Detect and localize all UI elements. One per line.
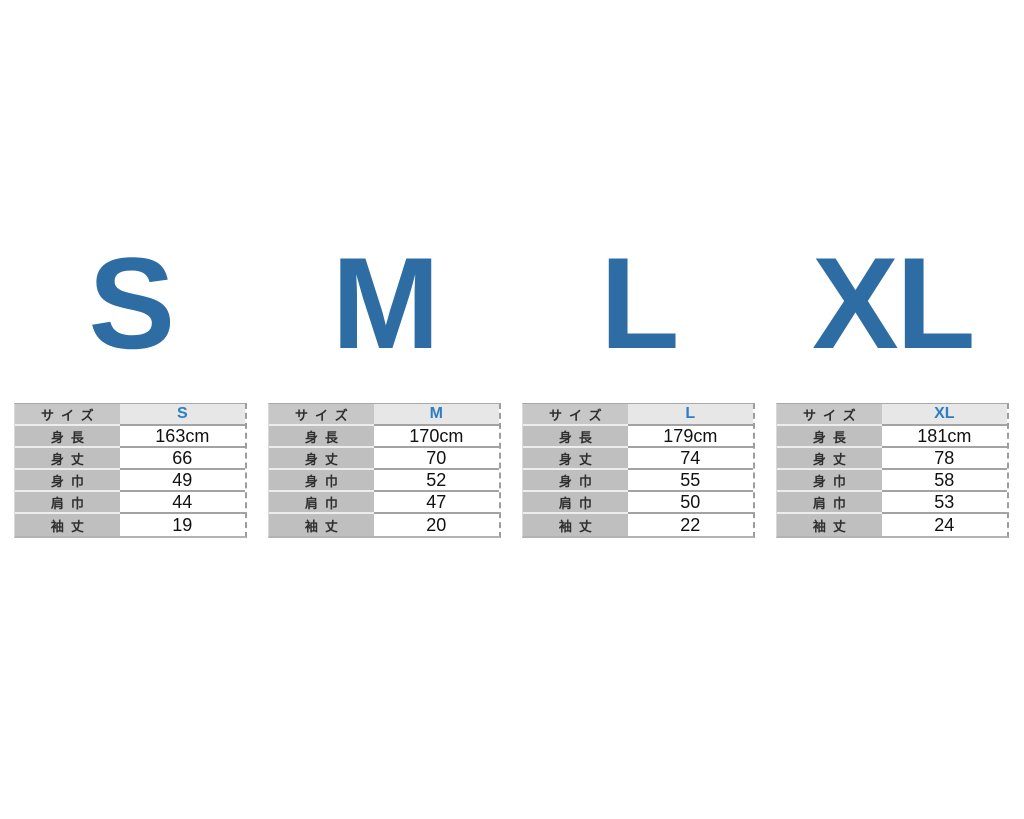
row-value-cell: 50: [627, 492, 753, 514]
row-value-cell: 66: [119, 448, 245, 470]
row-value-cell: 20: [373, 514, 499, 536]
row-value-cell: 24: [881, 514, 1007, 536]
table-row-sleeve-length: 袖丈 20: [269, 514, 499, 536]
row-label-cell: 肩巾: [523, 492, 628, 514]
size-table-xl: サイズ XL 身長 181cm 身丈 78 身巾 58 肩巾 53 袖丈 24: [776, 403, 1009, 538]
table-header-row: サイズ XL: [777, 404, 1007, 426]
size-header-value: L: [627, 404, 753, 426]
row-value-cell: 47: [373, 492, 499, 514]
row-label-cell: 身長: [15, 426, 120, 448]
row-label-cell: 身長: [777, 426, 882, 448]
big-letter-m: M: [331, 230, 440, 376]
table-row-body-length: 身丈 78: [777, 448, 1007, 470]
row-value-cell: 179cm: [627, 426, 753, 448]
size-header-value: M: [373, 404, 499, 426]
row-label-cell: 袖丈: [269, 514, 374, 536]
row-value-cell: 19: [119, 514, 245, 536]
size-header-value: XL: [881, 404, 1007, 426]
table-row-height: 身長 181cm: [777, 426, 1007, 448]
table-row-body-length: 身丈 66: [15, 448, 245, 470]
row-value-cell: 55: [627, 470, 753, 492]
size-column-xl: XL サイズ XL 身長 181cm 身丈 78 身巾 58 肩巾 53: [776, 228, 1009, 538]
size-column-s: S サイズ S 身長 163cm 身丈 66 身巾 49 肩巾 44: [14, 228, 247, 538]
table-row-shoulder-width: 肩巾 50: [523, 492, 753, 514]
row-value-cell: 52: [373, 470, 499, 492]
size-header-value: S: [119, 404, 245, 426]
table-row-body-width: 身巾 49: [15, 470, 245, 492]
row-label-cell: 身長: [269, 426, 374, 448]
row-value-cell: 22: [627, 514, 753, 536]
row-value-cell: 163cm: [119, 426, 245, 448]
row-label-cell: 身巾: [269, 470, 374, 492]
row-label-cell: 身長: [523, 426, 628, 448]
table-row-body-width: 身巾 58: [777, 470, 1007, 492]
size-column-l: L サイズ L 身長 179cm 身丈 74 身巾 55 肩巾 50: [522, 228, 755, 538]
row-value-cell: 78: [881, 448, 1007, 470]
table-row-body-width: 身巾 55: [523, 470, 753, 492]
size-table-m: サイズ M 身長 170cm 身丈 70 身巾 52 肩巾 47 袖丈 20: [268, 403, 501, 538]
table-row-body-width: 身巾 52: [269, 470, 499, 492]
size-chart: S サイズ S 身長 163cm 身丈 66 身巾 49 肩巾 44: [14, 228, 1009, 538]
row-value-cell: 53: [881, 492, 1007, 514]
row-label-cell: 身巾: [777, 470, 882, 492]
row-label-cell: 身丈: [269, 448, 374, 470]
table-row-body-length: 身丈 74: [523, 448, 753, 470]
table-row-height: 身長 170cm: [269, 426, 499, 448]
row-label-cell: 袖丈: [777, 514, 882, 536]
row-label-cell: 身巾: [523, 470, 628, 492]
row-value-cell: 70: [373, 448, 499, 470]
size-column-m: M サイズ M 身長 170cm 身丈 70 身巾 52 肩巾 47: [268, 228, 501, 538]
size-header-label: サイズ: [269, 404, 374, 426]
size-table-s: サイズ S 身長 163cm 身丈 66 身巾 49 肩巾 44 袖丈 19: [14, 403, 247, 538]
table-row-shoulder-width: 肩巾 44: [15, 492, 245, 514]
table-row-height: 身長 163cm: [15, 426, 245, 448]
row-label-cell: 肩巾: [777, 492, 882, 514]
table-header-row: サイズ S: [15, 404, 245, 426]
size-header-label: サイズ: [523, 404, 628, 426]
table-header-row: サイズ M: [269, 404, 499, 426]
size-header-label: サイズ: [15, 404, 120, 426]
row-label-cell: 肩巾: [269, 492, 374, 514]
size-table-l: サイズ L 身長 179cm 身丈 74 身巾 55 肩巾 50 袖丈 22: [522, 403, 755, 538]
table-row-sleeve-length: 袖丈 22: [523, 514, 753, 536]
row-label-cell: 身丈: [777, 448, 882, 470]
row-label-cell: 肩巾: [15, 492, 120, 514]
row-value-cell: 58: [881, 470, 1007, 492]
big-letter-xl: XL: [812, 230, 976, 376]
size-header-label: サイズ: [777, 404, 882, 426]
row-value-cell: 181cm: [881, 426, 1007, 448]
row-label-cell: 身丈: [15, 448, 120, 470]
row-value-cell: 170cm: [373, 426, 499, 448]
row-value-cell: 74: [627, 448, 753, 470]
big-letter-l: L: [600, 230, 679, 376]
row-label-cell: 袖丈: [523, 514, 628, 536]
row-label-cell: 袖丈: [15, 514, 120, 536]
table-row-sleeve-length: 袖丈 19: [15, 514, 245, 536]
row-label-cell: 身巾: [15, 470, 120, 492]
table-row-sleeve-length: 袖丈 24: [777, 514, 1007, 536]
table-row-shoulder-width: 肩巾 53: [777, 492, 1007, 514]
row-label-cell: 身丈: [523, 448, 628, 470]
row-value-cell: 49: [119, 470, 245, 492]
table-header-row: サイズ L: [523, 404, 753, 426]
table-row-body-length: 身丈 70: [269, 448, 499, 470]
big-letter-s: S: [88, 230, 175, 376]
row-value-cell: 44: [119, 492, 245, 514]
table-row-shoulder-width: 肩巾 47: [269, 492, 499, 514]
table-row-height: 身長 179cm: [523, 426, 753, 448]
